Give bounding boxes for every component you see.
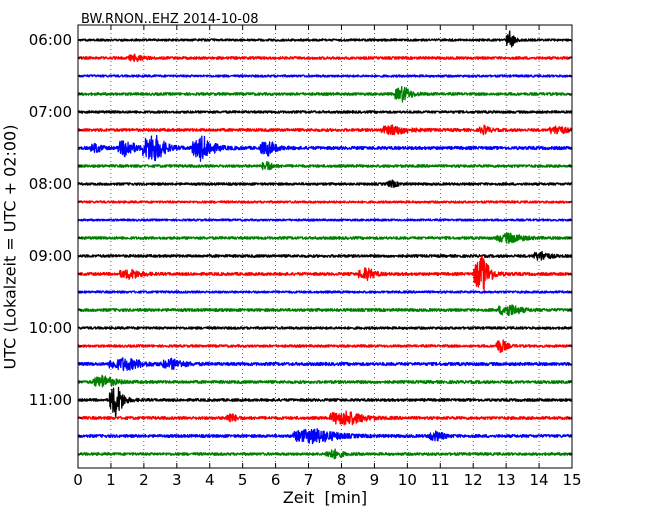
trace-row-0830 [77, 218, 573, 222]
trace-row-1100 [77, 386, 573, 418]
trace-row-0730 [77, 134, 573, 162]
x-axis-label: Zeit [min] [282, 488, 368, 507]
y-tick-label: 11:00 [29, 391, 72, 409]
trace-row-1145 [77, 448, 573, 460]
trace-row-0815 [77, 200, 573, 204]
trace-row-1000 [77, 326, 573, 330]
trace-row-0700 [77, 110, 573, 114]
x-tick-label: 11 [431, 471, 450, 489]
y-tick-label: 07:00 [29, 103, 72, 121]
x-tick-label: 8 [337, 471, 347, 489]
x-tick-label: 2 [139, 471, 149, 489]
trace-row-0615 [77, 53, 573, 63]
trace-row-0715 [77, 124, 573, 136]
trace-row-0800 [77, 179, 573, 188]
x-tick-label: 13 [497, 471, 516, 489]
x-tick-label: 10 [398, 471, 417, 489]
trace-rows [77, 30, 573, 460]
x-tick-label: 4 [205, 471, 215, 489]
x-tick-label: 7 [304, 471, 314, 489]
x-tick-label: 14 [530, 471, 549, 489]
y-tick-label: 08:00 [29, 175, 72, 193]
plot-frame [77, 24, 573, 469]
trace-row-1030 [77, 357, 573, 372]
trace-row-0600 [77, 30, 573, 48]
x-tick-label: 15 [562, 471, 581, 489]
trace-row-1045 [77, 374, 573, 388]
trace-row-0930 [77, 290, 573, 294]
trace-row-0645 [77, 86, 573, 103]
trace-row-0630 [77, 74, 573, 78]
chart-title: BW.RNON..EHZ 2014-10-08 [81, 12, 259, 27]
y-tick-label: 06:00 [29, 31, 72, 49]
trace-row-1115 [77, 410, 573, 426]
y-tick-label: 10:00 [29, 319, 72, 337]
trace-row-0945 [77, 304, 573, 317]
axis-ticks: 0 1 2 3 4 5 6 7 8 9 10 11 12 13 14 1506:0007:0008:0009:… [29, 25, 582, 489]
x-tick-label: 9 [370, 471, 380, 489]
trace-row-1015 [77, 339, 573, 354]
trace-row-1130 [77, 428, 573, 445]
y-tick-label: 09:00 [29, 247, 72, 265]
x-tick-label: 5 [238, 471, 248, 489]
trace-row-0745 [77, 160, 573, 171]
x-tick-label: 6 [271, 471, 281, 489]
trace-row-0900 [77, 250, 573, 261]
x-tick-label: 1 [106, 471, 116, 489]
x-tick-label: 12 [464, 471, 483, 489]
x-tick-label: 3 [172, 471, 182, 489]
x-tick-label: 0 [73, 471, 83, 489]
y-axis-label: UTC (Lokalzeit = UTC + 02:00) [0, 124, 20, 370]
trace-row-0915 [77, 255, 573, 292]
trace-row-0845 [77, 232, 573, 244]
